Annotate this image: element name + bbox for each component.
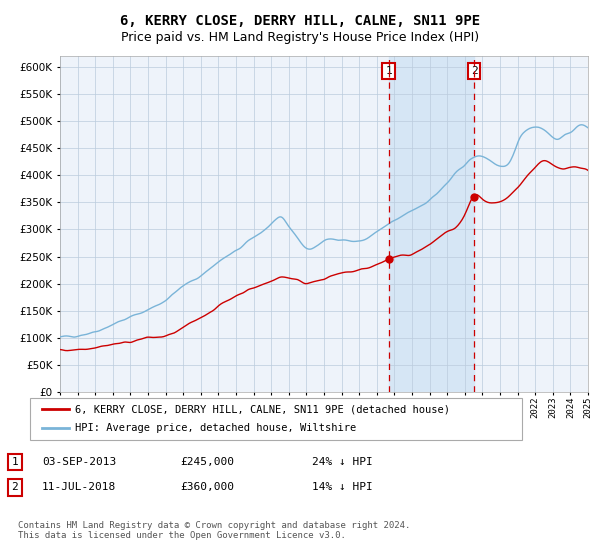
Text: 6, KERRY CLOSE, DERRY HILL, CALNE, SN11 9PE (detached house): 6, KERRY CLOSE, DERRY HILL, CALNE, SN11 … — [75, 404, 450, 414]
Text: 6, KERRY CLOSE, DERRY HILL, CALNE, SN11 9PE: 6, KERRY CLOSE, DERRY HILL, CALNE, SN11 … — [120, 14, 480, 28]
Text: 24% ↓ HPI: 24% ↓ HPI — [312, 457, 373, 467]
Text: £245,000: £245,000 — [180, 457, 234, 467]
Text: Contains HM Land Registry data © Crown copyright and database right 2024.
This d: Contains HM Land Registry data © Crown c… — [18, 521, 410, 540]
Bar — [389, 56, 474, 392]
Text: 03-SEP-2013: 03-SEP-2013 — [42, 457, 116, 467]
Text: £360,000: £360,000 — [180, 482, 234, 492]
Text: 1: 1 — [385, 66, 392, 76]
Text: 14% ↓ HPI: 14% ↓ HPI — [312, 482, 373, 492]
Text: HPI: Average price, detached house, Wiltshire: HPI: Average price, detached house, Wilt… — [75, 423, 356, 433]
Text: 2: 2 — [11, 482, 19, 492]
Text: 2: 2 — [471, 66, 478, 76]
Text: 1: 1 — [11, 457, 19, 467]
Text: 11-JUL-2018: 11-JUL-2018 — [42, 482, 116, 492]
Text: Price paid vs. HM Land Registry's House Price Index (HPI): Price paid vs. HM Land Registry's House … — [121, 31, 479, 44]
